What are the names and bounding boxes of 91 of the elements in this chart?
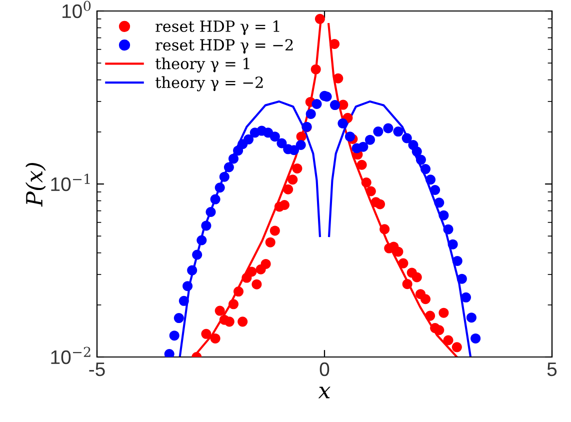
point	[380, 224, 390, 234]
y-tick-label: 10$^{−2}$	[51, 346, 90, 364]
legend-label: reset HDP γ = 1	[156, 20, 280, 35]
point	[296, 132, 306, 142]
point	[296, 140, 306, 150]
point	[402, 279, 412, 290]
point	[393, 246, 404, 257]
point	[364, 134, 376, 145]
point	[228, 299, 239, 310]
x-tick-label: 5	[547, 362, 557, 376]
point	[192, 250, 202, 260]
point	[330, 38, 340, 49]
point	[234, 286, 244, 297]
point	[393, 126, 404, 137]
point	[210, 333, 220, 344]
point	[333, 73, 344, 84]
point	[201, 328, 212, 339]
point	[420, 164, 431, 174]
point	[456, 274, 467, 284]
point	[246, 266, 257, 277]
point	[292, 163, 302, 174]
point	[169, 330, 180, 341]
point	[338, 118, 348, 128]
point	[206, 206, 216, 217]
point	[448, 239, 458, 250]
point	[187, 265, 198, 276]
point	[314, 14, 325, 24]
point	[276, 138, 287, 148]
point	[219, 172, 230, 182]
point	[358, 142, 368, 152]
y-tick-label: 10$^{0}$	[62, 0, 91, 18]
point	[283, 184, 294, 194]
point	[279, 200, 290, 210]
point	[430, 185, 440, 196]
point	[344, 132, 355, 142]
point	[265, 237, 276, 248]
point	[270, 132, 280, 142]
point	[224, 316, 234, 327]
x-tick-label: -5	[89, 362, 105, 376]
point	[466, 312, 476, 323]
point	[174, 313, 184, 324]
y-tick-label: 10$^{−1}$	[51, 174, 90, 192]
point	[425, 310, 436, 321]
point	[210, 194, 220, 204]
point	[182, 281, 193, 292]
point	[438, 210, 449, 220]
point	[416, 154, 426, 165]
point	[306, 108, 316, 119]
point	[426, 174, 436, 185]
legend-label: theory γ = 1	[155, 57, 250, 72]
point	[452, 256, 462, 266]
point	[443, 224, 454, 234]
point	[412, 272, 422, 282]
point	[214, 182, 225, 193]
point	[412, 146, 422, 157]
x-tick-label: 0	[320, 362, 330, 376]
point	[238, 316, 248, 327]
point	[196, 235, 207, 246]
point	[228, 154, 239, 164]
point	[178, 296, 189, 306]
point	[224, 162, 234, 172]
legend-label: theory γ = −2	[155, 76, 263, 92]
point	[270, 226, 280, 236]
point	[310, 64, 321, 74]
point	[289, 145, 300, 156]
point	[214, 306, 225, 316]
point	[201, 220, 212, 231]
point	[398, 258, 408, 268]
point	[452, 342, 462, 352]
point	[383, 123, 394, 134]
point	[434, 198, 444, 208]
point	[443, 335, 454, 346]
x-axis-title: x	[318, 386, 330, 398]
point	[260, 258, 271, 269]
legend-label: reset HDP γ = −2	[156, 39, 293, 54]
point	[366, 186, 376, 196]
point	[438, 308, 449, 318]
point	[402, 133, 412, 144]
y-axis-title: P(x)	[25, 162, 46, 207]
point	[420, 294, 431, 304]
point	[356, 160, 367, 170]
point	[470, 333, 481, 344]
point	[373, 126, 384, 137]
point	[461, 292, 472, 302]
point	[244, 134, 254, 144]
point	[375, 199, 386, 210]
point	[361, 178, 372, 188]
point	[252, 279, 262, 290]
point	[330, 100, 340, 110]
point	[288, 174, 298, 185]
point	[312, 98, 322, 110]
